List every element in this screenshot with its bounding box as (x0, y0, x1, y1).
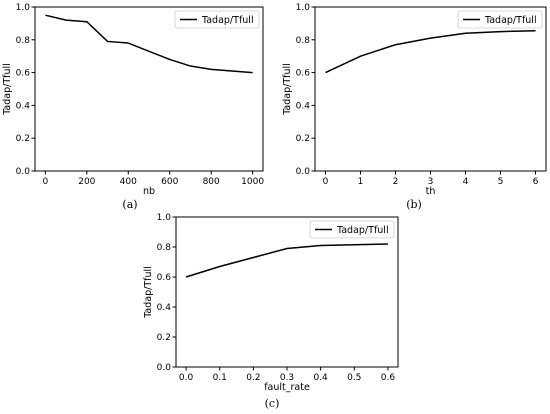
panel-caption: (a) (122, 198, 137, 211)
series-line-tadap-tfull (185, 243, 388, 278)
x-tick-label: 400 (120, 177, 137, 187)
x-tick-label: 0 (323, 177, 329, 187)
y-tick-label: 0.2 (16, 134, 30, 144)
x-tick-label: 1 (358, 177, 364, 187)
x-tick-label: 600 (161, 177, 178, 187)
x-axis-label: th (426, 186, 436, 197)
series-line-tadap-tfull (45, 14, 253, 74)
series-line-tadap-tfull (325, 30, 536, 74)
y-tick-label: 1.0 (16, 3, 31, 13)
plot-frame (175, 216, 399, 368)
x-tick-label: 200 (78, 177, 95, 187)
x-tick-label: 0.4 (313, 373, 328, 383)
panel-a-chart: 0 200 400 600 800 1000 0.0 0.2 0.4 0.6 0.8 1.0 nb Tad… (2, 3, 264, 211)
x-axis-label: nb (143, 186, 155, 197)
x-tick-label: 0.3 (280, 373, 294, 383)
x-axis-label: fault_rate (264, 382, 310, 393)
legend-label: Tadap/Tfull (484, 15, 537, 26)
y-axis-label: Tadap/Tfull (143, 266, 154, 319)
panel-b-chart: 0 1 2 3 4 5 6 0.0 0.2 0.4 0.6 0.8 1.0 th Tadap/Tfull Ta… (282, 3, 547, 211)
x-tick-label: 3 (428, 177, 434, 187)
legend-box (309, 220, 395, 239)
legend-box (457, 10, 543, 29)
y-tick-label: 0.4 (157, 303, 172, 313)
x-tick-label: 0.2 (246, 373, 260, 383)
x-tick-label: 1000 (241, 177, 264, 187)
y-tick-label: 0.2 (157, 333, 171, 343)
panel-c-chart: 0.0 0.1 0.2 0.3 0.4 0.5 0.6 0.0 0.2 0.4 0.6 0.8 1.0 f… (143, 213, 399, 410)
x-tick-label: 0.6 (381, 373, 396, 383)
panel-caption: (c) (265, 397, 280, 410)
y-tick-label: 1.0 (157, 213, 172, 223)
y-tick-label: 0.4 (16, 101, 31, 111)
y-tick-label: 0.0 (16, 167, 31, 177)
x-tick-label: 5 (498, 177, 504, 187)
y-tick-label: 1.0 (296, 3, 311, 13)
legend-label: Tadap/Tfull (336, 225, 389, 236)
x-tick-label: 0 (42, 177, 48, 187)
y-tick-label: 0.0 (157, 363, 172, 373)
x-tick-label: 800 (203, 177, 220, 187)
y-tick-label: 0.8 (296, 36, 311, 46)
y-tick-label: 0.4 (296, 101, 311, 111)
legend-label: Tadap/Tfull (201, 15, 254, 26)
y-tick-label: 0.2 (296, 134, 310, 144)
y-axis-label: Tadap/Tfull (2, 63, 13, 116)
x-tick-label: 0.1 (213, 373, 227, 383)
y-tick-label: 0.8 (16, 36, 31, 46)
plot-frame (34, 6, 264, 172)
y-tick-label: 0.6 (16, 69, 31, 79)
x-tick-label: 0.0 (179, 373, 194, 383)
x-tick-label: 0.5 (347, 373, 361, 383)
x-tick-label: 6 (533, 177, 539, 187)
panel-caption: (b) (406, 198, 422, 211)
y-axis-label: Tadap/Tfull (282, 63, 293, 116)
x-tick-label: 4 (463, 177, 469, 187)
y-tick-label: 0.6 (296, 69, 311, 79)
y-tick-label: 0.8 (157, 243, 172, 253)
y-tick-label: 0.6 (157, 273, 172, 283)
x-tick-label: 2 (393, 177, 399, 187)
y-tick-label: 0.0 (296, 167, 311, 177)
legend-box (174, 10, 260, 29)
